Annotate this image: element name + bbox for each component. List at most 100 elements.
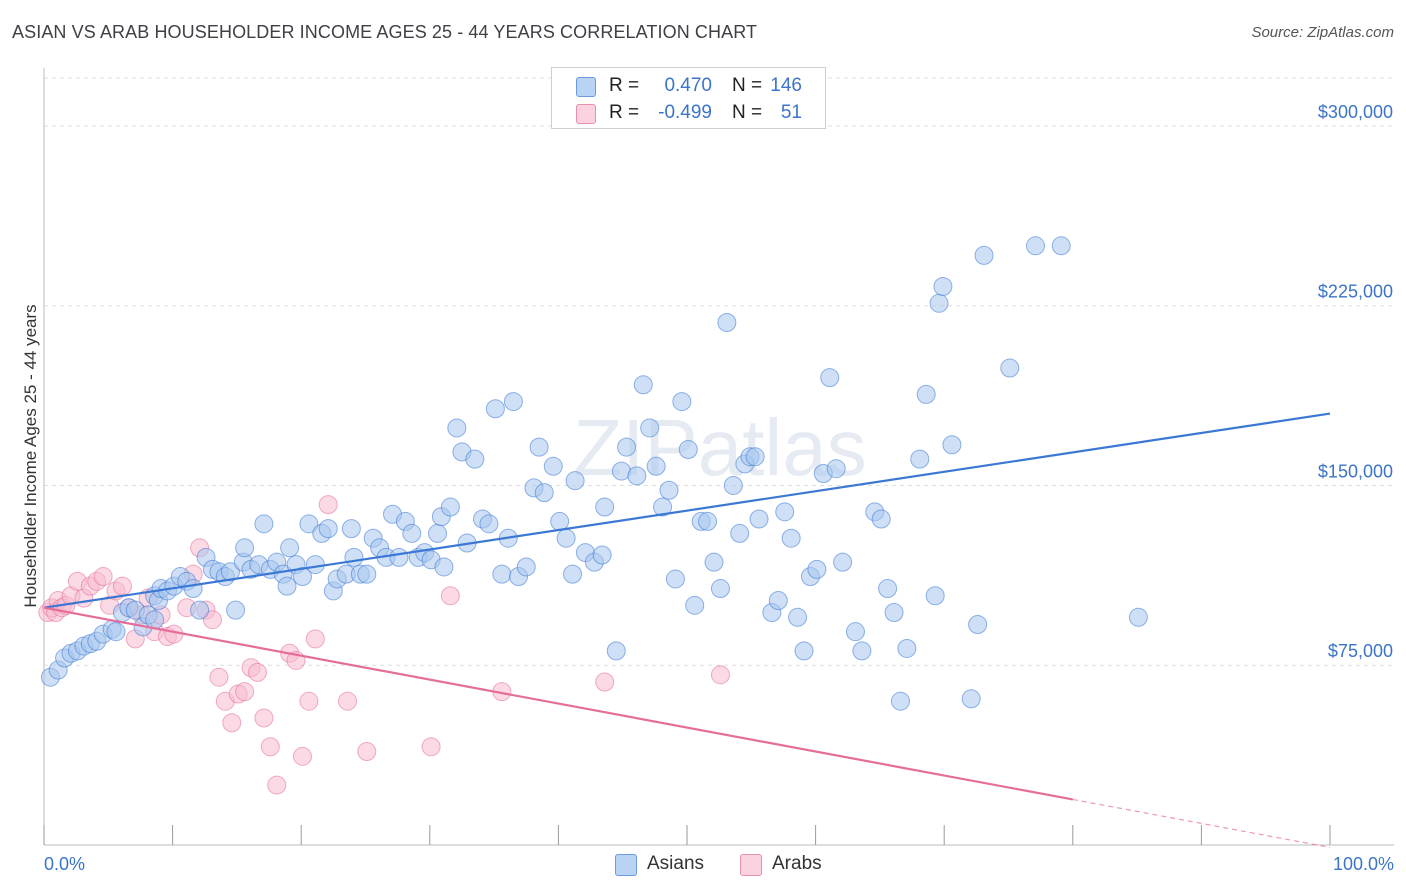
arab-point <box>202 610 222 630</box>
arab-point <box>318 495 338 515</box>
asian-point <box>929 293 949 313</box>
asian-point <box>884 603 904 623</box>
arab-point <box>299 691 319 711</box>
asian-point <box>890 691 910 711</box>
asian-point <box>627 466 647 486</box>
asian-point <box>534 483 554 503</box>
asian-point <box>563 564 583 584</box>
asian-point <box>280 538 300 558</box>
asian-point <box>402 523 422 543</box>
legend-r-value: -0.499 <box>658 102 712 123</box>
legend-r-value: 0.470 <box>664 75 712 96</box>
asian-point <box>974 245 994 265</box>
asian-point <box>633 375 653 395</box>
axes <box>43 68 1394 846</box>
arab-point <box>595 672 615 692</box>
asian-point <box>653 497 673 517</box>
asian-point <box>606 641 626 661</box>
asian-point <box>925 586 945 606</box>
arab-point <box>292 746 312 766</box>
asian-point <box>465 449 485 469</box>
legend-row-asian: R = 0.470 N = 146 <box>552 74 825 100</box>
arab-point <box>247 662 267 682</box>
asian-point <box>357 564 377 584</box>
asian-point <box>775 502 795 522</box>
arab-point <box>209 667 229 687</box>
arab-trend-extension <box>1072 798 1331 848</box>
arab-point <box>260 737 280 757</box>
asian-point <box>961 689 981 709</box>
asian-point <box>389 547 409 567</box>
asian-point <box>730 523 750 543</box>
asian-point <box>910 449 930 469</box>
asian-point <box>516 557 536 577</box>
legend-r-label: R = <box>609 75 640 96</box>
asian-point <box>434 557 454 577</box>
asian-point <box>942 435 962 455</box>
arab-point <box>254 708 274 728</box>
asian-point <box>852 641 872 661</box>
asian-point <box>646 456 666 476</box>
asian-point <box>768 591 788 611</box>
x-tick-label-start: 0.0% <box>44 854 85 874</box>
y-tick-labels: $75,000 $150,000 $225,000 $300,000 <box>1318 102 1393 661</box>
arab-point <box>710 665 730 685</box>
asian-point <box>968 614 988 634</box>
asian-point <box>292 567 312 587</box>
asian-point <box>723 475 743 495</box>
asian-point <box>503 392 523 412</box>
asian-point <box>897 638 917 658</box>
asian-point <box>344 547 364 567</box>
asian-point <box>826 459 846 479</box>
legend-n-value: 146 <box>770 75 802 96</box>
arab-point <box>112 576 132 596</box>
asian-point <box>318 519 338 539</box>
asian-point <box>710 579 730 599</box>
arab-point <box>222 713 242 733</box>
asian-point <box>717 312 737 332</box>
legend-r-label: R = <box>609 102 640 123</box>
y-tick-label: $150,000 <box>1318 461 1393 481</box>
asian-point <box>794 641 814 661</box>
legend-swatch-asian <box>576 77 596 97</box>
asian-point <box>617 437 637 457</box>
asian-point <box>640 418 660 438</box>
asian-point <box>698 511 718 531</box>
asian-point <box>1000 358 1020 378</box>
legend-swatch-arabs <box>740 854 762 876</box>
asian-point <box>665 569 685 589</box>
trend-lines <box>43 412 1331 848</box>
legend-n-label: N = <box>732 75 763 96</box>
asian-point <box>299 514 319 534</box>
legend-swatch-arab <box>576 104 596 124</box>
legend-row-arab: R = -0.499 N = 51 <box>552 101 825 127</box>
y-tick-label: $75,000 <box>1328 641 1393 661</box>
asian-point <box>916 384 936 404</box>
asian-point <box>745 447 765 467</box>
asian-point <box>565 471 585 491</box>
asian-trend-line <box>43 412 1331 609</box>
asian-point <box>479 514 499 534</box>
asian-point <box>820 368 840 388</box>
y-tick-label: $225,000 <box>1318 282 1393 302</box>
arab-point <box>421 737 441 757</box>
asian-point <box>672 392 692 412</box>
asian-point <box>678 440 698 460</box>
asian-point <box>492 564 512 584</box>
asian-point <box>254 514 274 534</box>
asian-point <box>556 528 576 548</box>
asian-point <box>305 555 325 575</box>
asian-point <box>595 497 615 517</box>
asian-point <box>871 509 891 529</box>
y-tick-label: $300,000 <box>1318 102 1393 122</box>
arab-trend-line <box>43 606 1074 801</box>
asian-point <box>277 576 297 596</box>
asian-point <box>341 519 361 539</box>
asian-point <box>781 528 801 548</box>
correlation-legend: R = 0.470 N = 146 R = -0.499 N = 51 <box>551 67 826 129</box>
asian-point <box>704 552 724 572</box>
arab-point <box>305 629 325 649</box>
asian-point <box>933 277 953 297</box>
asian-point <box>428 523 448 543</box>
legend-swatch-asians <box>615 854 637 876</box>
